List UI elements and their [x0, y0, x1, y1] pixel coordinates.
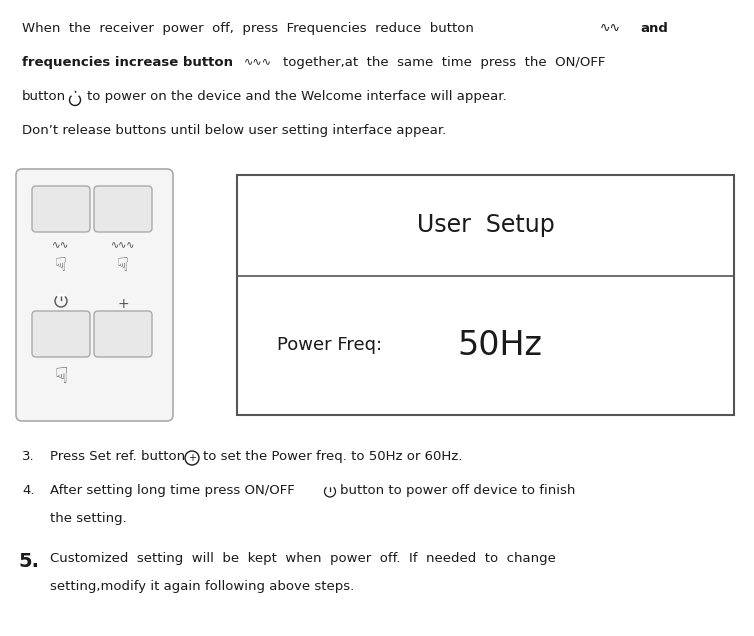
- Text: to set the Power freq. to 50Hz or 60Hz.: to set the Power freq. to 50Hz or 60Hz.: [203, 450, 462, 463]
- Text: 50Hz: 50Hz: [457, 329, 542, 362]
- Text: 4.: 4.: [22, 484, 35, 497]
- FancyBboxPatch shape: [94, 311, 152, 357]
- Text: ∿∿: ∿∿: [52, 240, 70, 250]
- FancyBboxPatch shape: [16, 169, 173, 421]
- FancyBboxPatch shape: [94, 186, 152, 232]
- Text: setting,modify it again following above steps.: setting,modify it again following above …: [50, 580, 354, 593]
- Text: +: +: [117, 297, 129, 311]
- Text: ☟: ☟: [55, 256, 67, 275]
- Text: to power on the device and the Welcome interface will appear.: to power on the device and the Welcome i…: [87, 90, 507, 103]
- Text: When  the  receiver  power  off,  press  Frequencies  reduce  button: When the receiver power off, press Frequ…: [22, 22, 474, 35]
- Text: frequencies increase button: frequencies increase button: [22, 56, 233, 69]
- FancyBboxPatch shape: [32, 311, 90, 357]
- Text: ☟: ☟: [54, 367, 68, 387]
- Text: ∿∿∿: ∿∿∿: [244, 56, 272, 66]
- Text: button: button: [22, 90, 66, 103]
- Text: User  Setup: User Setup: [417, 214, 554, 237]
- Text: and: and: [640, 22, 668, 35]
- Text: Don’t release buttons until below user setting interface appear.: Don’t release buttons until below user s…: [22, 124, 446, 137]
- Text: Customized  setting  will  be  kept  when  power  off.  If  needed  to  change: Customized setting will be kept when pow…: [50, 552, 556, 565]
- Text: 5.: 5.: [18, 552, 39, 571]
- Text: Power Freq:: Power Freq:: [277, 336, 388, 354]
- Text: +: +: [188, 453, 196, 463]
- Text: together,at  the  same  time  press  the  ON/OFF: together,at the same time press the ON/O…: [283, 56, 605, 69]
- Text: the setting.: the setting.: [50, 512, 127, 525]
- Bar: [237, 175, 734, 415]
- Text: After setting long time press ON/OFF: After setting long time press ON/OFF: [50, 484, 295, 497]
- Text: Press Set ref. button: Press Set ref. button: [50, 450, 185, 463]
- FancyBboxPatch shape: [32, 186, 90, 232]
- Text: 3.: 3.: [22, 450, 35, 463]
- Text: ∿∿∿: ∿∿∿: [111, 240, 135, 250]
- Text: button to power off device to finish: button to power off device to finish: [340, 484, 575, 497]
- Text: ∿∿: ∿∿: [600, 22, 621, 35]
- Text: ☟: ☟: [117, 256, 129, 275]
